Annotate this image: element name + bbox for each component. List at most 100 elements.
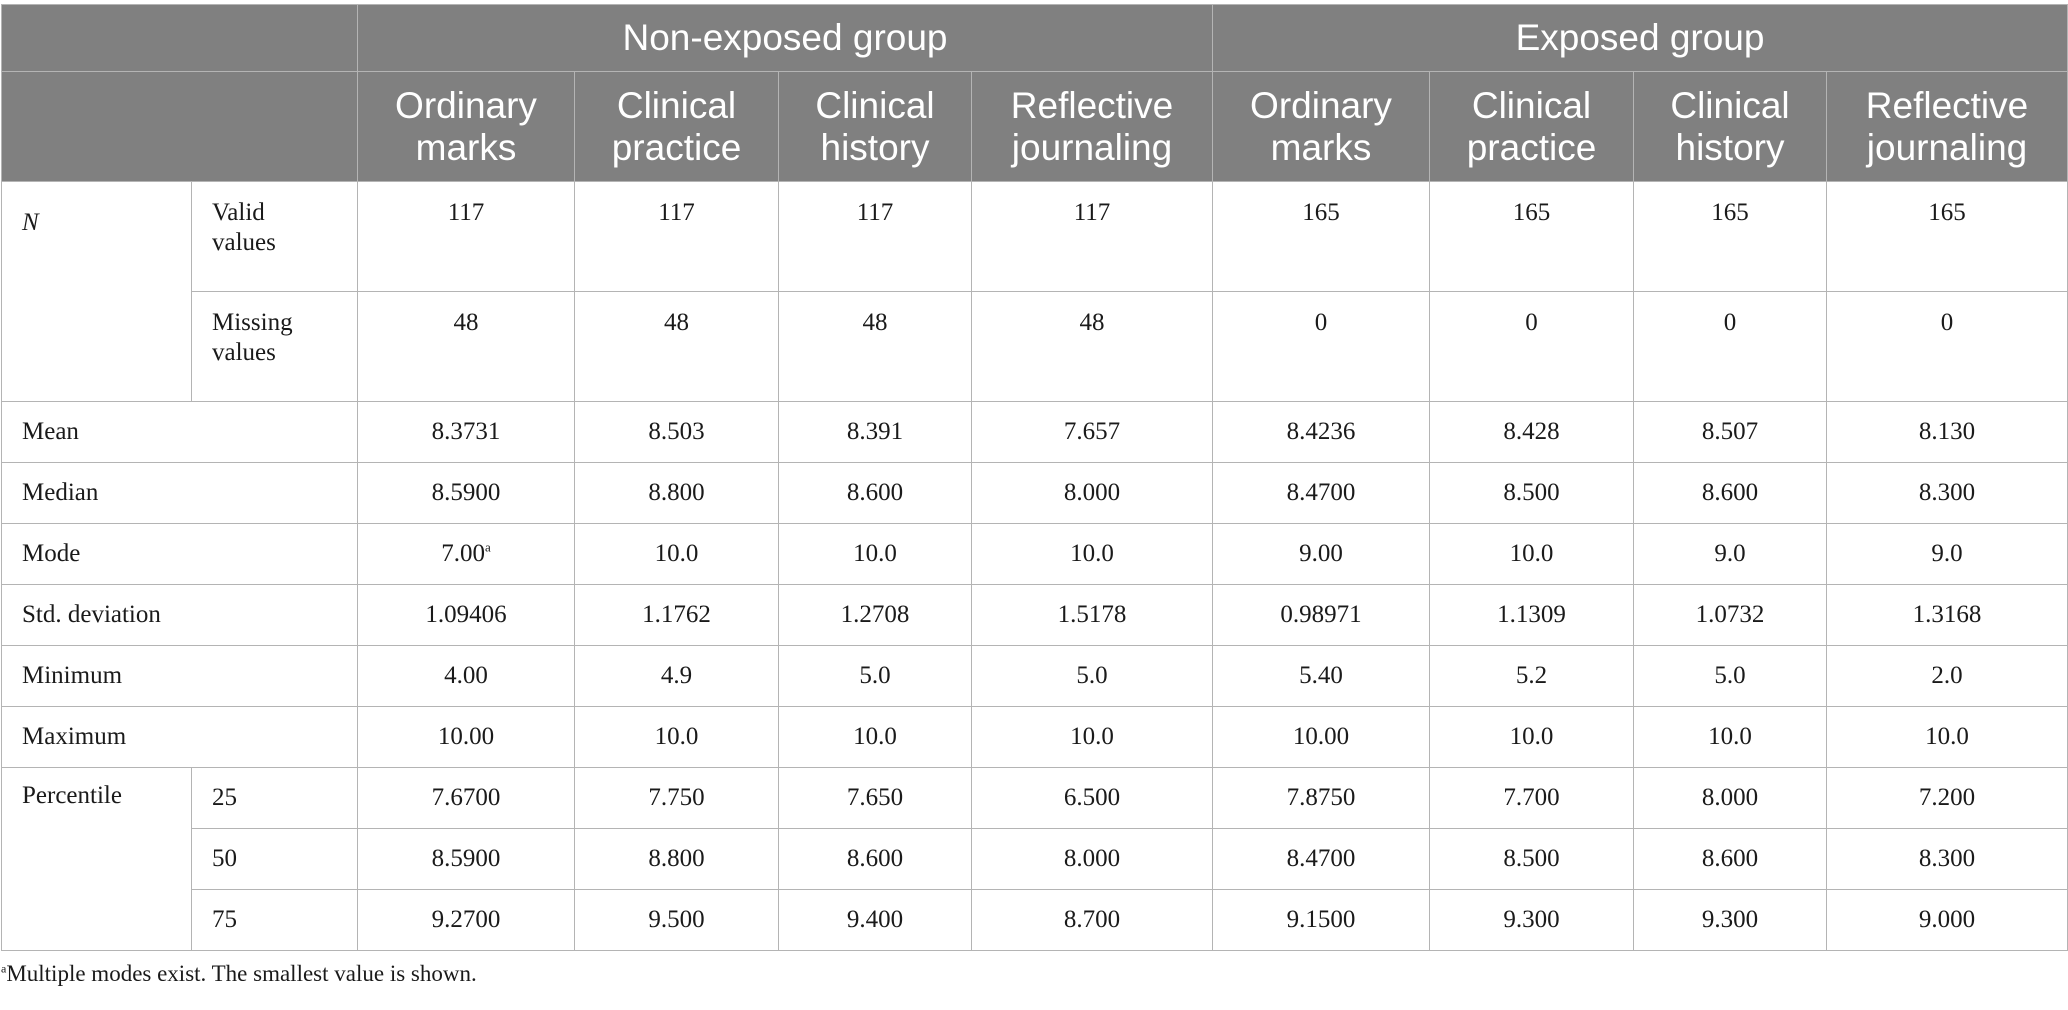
table-cell: 0 bbox=[1825, 291, 2068, 402]
group-header-non-exposed: Non-exposed group bbox=[357, 4, 1213, 72]
row-std-deviation: Std. deviation 1.09406 1.1762 1.2708 1.5… bbox=[1, 584, 2068, 646]
table-cell: 9.0 bbox=[1825, 523, 2068, 585]
row-label-maximum: Maximum bbox=[1, 706, 358, 768]
table-cell: 7.700 bbox=[1429, 767, 1634, 829]
table-cell: 0.98971 bbox=[1212, 584, 1430, 646]
footnote-marker: a bbox=[484, 539, 491, 555]
row-percentile-75: 75 9.2700 9.500 9.400 8.700 9.1500 9.300… bbox=[2, 889, 2068, 951]
table-cell: 10.0 bbox=[778, 523, 972, 585]
table-cell: 1.2708 bbox=[778, 584, 972, 646]
table-cell: 10.0 bbox=[1429, 523, 1634, 585]
corner-cell bbox=[1, 4, 358, 72]
table-cell: 6.500 bbox=[971, 767, 1213, 829]
row-missing-values: Missing values 48 48 48 48 0 0 0 0 bbox=[2, 291, 2068, 402]
table-cell: 9.500 bbox=[574, 889, 779, 951]
descriptive-statistics-table: Non-exposed group Exposed group Ordinary… bbox=[1, 4, 2068, 951]
table-cell: 10.00 bbox=[357, 706, 575, 768]
row-sublabel-missing: Missing values bbox=[191, 291, 358, 402]
table-cell: 4.9 bbox=[574, 645, 779, 707]
table-cell: 48 bbox=[574, 291, 779, 402]
row-label-percentile: Percentile bbox=[1, 767, 192, 951]
table-cell: 9.00 bbox=[1212, 523, 1430, 585]
table-cell: 10.0 bbox=[778, 706, 972, 768]
table-cell: 8.5900 bbox=[357, 828, 575, 890]
table-cell: 8.800 bbox=[574, 828, 779, 890]
footnote-text: Multiple modes exist. The smallest value… bbox=[6, 961, 477, 986]
table-cell: 165 bbox=[1429, 181, 1634, 292]
table-cell: 1.3168 bbox=[1825, 584, 2068, 646]
row-label-n: N bbox=[1, 181, 192, 402]
col-header-clinical-practice: Clinical practice bbox=[574, 71, 779, 182]
table-cell: 165 bbox=[1633, 181, 1827, 292]
table-cell: 1.1762 bbox=[574, 584, 779, 646]
table-cell: 117 bbox=[574, 181, 779, 292]
corner-cell-2 bbox=[1, 71, 358, 182]
table-cell: 8.600 bbox=[1633, 462, 1827, 524]
row-label-median: Median bbox=[1, 462, 358, 524]
table-cell: 8.4236 bbox=[1212, 401, 1430, 463]
table-cell: 48 bbox=[357, 291, 575, 402]
table-footnote: aMultiple modes exist. The smallest valu… bbox=[1, 961, 2068, 987]
table-cell: 5.0 bbox=[1633, 645, 1827, 707]
row-maximum: Maximum 10.00 10.0 10.0 10.0 10.00 10.0 … bbox=[1, 706, 2068, 768]
row-valid-values: N Valid values 117 117 117 117 165 165 16… bbox=[1, 181, 2068, 402]
table-cell: 8.3731 bbox=[357, 401, 575, 463]
table-cell: 8.130 bbox=[1825, 401, 2068, 463]
table-cell: 8.600 bbox=[778, 462, 972, 524]
table-cell: 117 bbox=[357, 181, 575, 292]
column-header-row: Ordinary marks Clinical practice Clinical h… bbox=[1, 71, 2068, 182]
row-label-mode: Mode bbox=[1, 523, 358, 585]
cell-value: 7.00 bbox=[441, 540, 485, 567]
row-median: Median 8.5900 8.800 8.600 8.000 8.4700 8… bbox=[1, 462, 2068, 524]
col-header-reflective-journaling: Reflective journaling bbox=[971, 71, 1213, 182]
table-cell: 8.500 bbox=[1429, 462, 1634, 524]
table-cell: 48 bbox=[971, 291, 1213, 402]
table-cell: 1.5178 bbox=[971, 584, 1213, 646]
table-cell: 8.800 bbox=[574, 462, 779, 524]
table-cell: 8.000 bbox=[971, 462, 1213, 524]
table-cell: 7.750 bbox=[574, 767, 779, 829]
table-cell: 8.4700 bbox=[1212, 828, 1430, 890]
table-cell: 9.0 bbox=[1633, 523, 1827, 585]
footnote-marker: a bbox=[1, 961, 7, 976]
row-sublabel-p25: 25 bbox=[191, 767, 358, 829]
table-cell: 117 bbox=[971, 181, 1213, 292]
col-header-ordinary-marks: Ordinary marks bbox=[357, 71, 575, 182]
row-label-std-deviation: Std. deviation bbox=[1, 584, 358, 646]
table-cell: 10.0 bbox=[1825, 706, 2068, 768]
table-cell: 8.503 bbox=[574, 401, 779, 463]
table-cell: 1.1309 bbox=[1429, 584, 1634, 646]
col-header-ordinary-marks: Ordinary marks bbox=[1212, 71, 1430, 182]
table-cell: 9.300 bbox=[1429, 889, 1634, 951]
table-cell: 4.00 bbox=[357, 645, 575, 707]
col-header-reflective-journaling: Reflective journaling bbox=[1825, 71, 2068, 182]
col-header-clinical-history: Clinical history bbox=[778, 71, 972, 182]
row-sublabel-valid: Valid values bbox=[191, 181, 358, 292]
row-label-minimum: Minimum bbox=[1, 645, 358, 707]
table-cell: 5.2 bbox=[1429, 645, 1634, 707]
table-cell: 117 bbox=[778, 181, 972, 292]
row-sublabel-p50: 50 bbox=[191, 828, 358, 890]
table-cell: 10.0 bbox=[971, 523, 1213, 585]
table-cell: 48 bbox=[778, 291, 972, 402]
table-cell: 9.000 bbox=[1825, 889, 2068, 951]
table-cell: 10.00 bbox=[1212, 706, 1430, 768]
col-header-clinical-history: Clinical history bbox=[1633, 71, 1827, 182]
row-sublabel-p75: 75 bbox=[191, 889, 358, 951]
table-cell: 7.00a bbox=[357, 523, 575, 585]
table-cell: 5.0 bbox=[971, 645, 1213, 707]
table-cell: 8.000 bbox=[971, 828, 1213, 890]
table-cell: 10.0 bbox=[1429, 706, 1634, 768]
group-header-row: Non-exposed group Exposed group bbox=[1, 4, 2068, 72]
row-label-mean: Mean bbox=[1, 401, 358, 463]
table-cell: 10.0 bbox=[574, 523, 779, 585]
table-cell: 8.507 bbox=[1633, 401, 1827, 463]
table-cell: 8.700 bbox=[971, 889, 1213, 951]
table-cell: 9.300 bbox=[1633, 889, 1827, 951]
row-percentile-25: Percentile 25 7.6700 7.750 7.650 6.500 7… bbox=[1, 767, 2068, 951]
table-cell: 9.400 bbox=[778, 889, 972, 951]
table-cell: 8.5900 bbox=[357, 462, 575, 524]
table-cell: 7.8750 bbox=[1212, 767, 1430, 829]
table-cell: 8.428 bbox=[1429, 401, 1634, 463]
table-cell: 165 bbox=[1212, 181, 1430, 292]
